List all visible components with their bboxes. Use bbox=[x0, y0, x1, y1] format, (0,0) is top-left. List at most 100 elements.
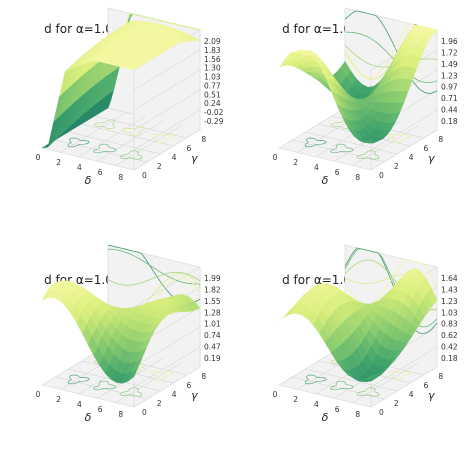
x-tick-label: 8 bbox=[355, 173, 360, 182]
z-tick-label: 0.19 bbox=[204, 354, 221, 363]
x-axis-label: δ bbox=[322, 411, 329, 424]
z-tick-label: 1.72 bbox=[441, 48, 458, 57]
x-tick-label: 6 bbox=[98, 168, 103, 177]
z-tick-label: 0.74 bbox=[204, 331, 221, 340]
surface bbox=[41, 20, 201, 149]
x-tick-label: 0 bbox=[273, 390, 278, 399]
x-tick-label: 4 bbox=[314, 163, 319, 172]
floor-contour bbox=[151, 133, 175, 143]
z-tick-label: 1.23 bbox=[441, 71, 458, 80]
surface bbox=[278, 25, 438, 144]
wall-profile bbox=[107, 271, 201, 286]
z-tick-label: -0.02 bbox=[204, 108, 224, 117]
y-tick-label: 8 bbox=[201, 372, 206, 381]
x-tick-label: 2 bbox=[293, 158, 298, 167]
z-tick-label: 1.49 bbox=[441, 60, 458, 69]
z-tick-label: 1.23 bbox=[441, 297, 458, 306]
z-tick-label: 1.03 bbox=[204, 73, 221, 82]
z-tick-label: 1.83 bbox=[204, 46, 221, 55]
y-axis-label: γ bbox=[428, 152, 435, 165]
z-tick-label: 0.44 bbox=[441, 106, 458, 115]
x-tick-label: 0 bbox=[36, 390, 41, 399]
grid-line bbox=[78, 116, 145, 158]
panel-a10b08: d for α=1.0 and β=0.802468024680.190.470… bbox=[36, 244, 221, 424]
grid-line bbox=[370, 346, 438, 388]
floor-contour bbox=[67, 137, 90, 148]
y-axis-label: γ bbox=[191, 152, 198, 165]
surface-facet bbox=[127, 65, 139, 71]
y-tick-label: 6 bbox=[424, 144, 429, 153]
y-tick-label: 0 bbox=[379, 171, 384, 180]
grid-line bbox=[133, 326, 201, 368]
z-tick-label: 0.18 bbox=[441, 117, 458, 126]
floor-contour bbox=[304, 374, 327, 385]
surface-facet bbox=[364, 374, 376, 380]
surface-facet bbox=[364, 139, 376, 144]
floor-contour bbox=[356, 387, 380, 397]
y-tick-label: 8 bbox=[438, 135, 443, 144]
y-tick-label: 8 bbox=[201, 135, 206, 144]
y-tick-label: 6 bbox=[424, 381, 429, 390]
wall-profile bbox=[107, 248, 200, 285]
y-tick-label: 2 bbox=[394, 162, 399, 171]
floor-contour bbox=[119, 150, 143, 160]
z-tick-label: 0.47 bbox=[204, 343, 221, 352]
z-tick-label: 1.43 bbox=[441, 285, 458, 294]
z-tick-label: 1.56 bbox=[204, 55, 221, 64]
grid-line bbox=[133, 89, 201, 131]
y-tick-label: 0 bbox=[142, 408, 147, 417]
y-tick-label: 2 bbox=[157, 399, 162, 408]
z-tick-label: 0.97 bbox=[441, 83, 458, 92]
floor-contour bbox=[93, 119, 116, 130]
floor-contour bbox=[93, 380, 117, 391]
x-tick-label: 0 bbox=[273, 153, 278, 162]
surface bbox=[278, 268, 438, 382]
floor-contour bbox=[93, 143, 117, 154]
surface-facet bbox=[128, 367, 139, 382]
y-axis-label: γ bbox=[428, 389, 435, 402]
floor-contour bbox=[67, 374, 90, 385]
y-tick-label: 6 bbox=[187, 144, 192, 153]
z-tick-label: 1.82 bbox=[204, 285, 221, 294]
z-tick-label: 0.71 bbox=[441, 94, 458, 103]
z-tick-label: 1.55 bbox=[204, 297, 221, 306]
floor-contour bbox=[356, 150, 380, 160]
y-tick-label: 2 bbox=[394, 399, 399, 408]
z-tick-label: 2.09 bbox=[204, 37, 221, 46]
x-axis-label: δ bbox=[322, 174, 329, 187]
grid-line bbox=[352, 362, 419, 403]
grid-line bbox=[97, 120, 164, 162]
z-tick-label: 0.24 bbox=[204, 99, 221, 108]
grid-line bbox=[352, 125, 419, 166]
z-tick-label: 0.51 bbox=[204, 90, 221, 99]
surface bbox=[41, 280, 201, 384]
floor-contour bbox=[122, 126, 146, 137]
grid-line bbox=[133, 69, 201, 111]
y-tick-label: 4 bbox=[172, 153, 177, 162]
surface-facet bbox=[278, 311, 289, 321]
x-tick-label: 2 bbox=[56, 395, 61, 404]
grid-line bbox=[133, 109, 201, 151]
grid-line bbox=[305, 368, 398, 392]
grid-line bbox=[60, 112, 127, 153]
y-tick-label: 0 bbox=[142, 171, 147, 180]
x-tick-label: 8 bbox=[355, 410, 360, 419]
x-tick-label: 6 bbox=[335, 405, 340, 414]
y-tick-label: 6 bbox=[187, 381, 192, 390]
y-tick-label: 4 bbox=[409, 153, 414, 162]
z-tick-label: 1.30 bbox=[204, 64, 221, 73]
y-tick-label: 2 bbox=[157, 162, 162, 171]
x-tick-label: 2 bbox=[56, 158, 61, 167]
x-tick-label: 2 bbox=[293, 395, 298, 404]
z-tick-label: 1.01 bbox=[204, 320, 221, 329]
y-tick-label: 8 bbox=[438, 372, 443, 381]
z-tick-label: 0.62 bbox=[441, 331, 458, 340]
x-tick-label: 4 bbox=[77, 400, 82, 409]
floor-contour bbox=[304, 137, 327, 148]
grid-line bbox=[305, 131, 398, 155]
panel-a10b06: d for α=1.0 and β=0.602468024680.180.440… bbox=[273, 7, 458, 187]
x-axis-label: δ bbox=[85, 411, 92, 424]
x-tick-label: 4 bbox=[314, 400, 319, 409]
z-tick-label: 0.18 bbox=[441, 354, 458, 363]
